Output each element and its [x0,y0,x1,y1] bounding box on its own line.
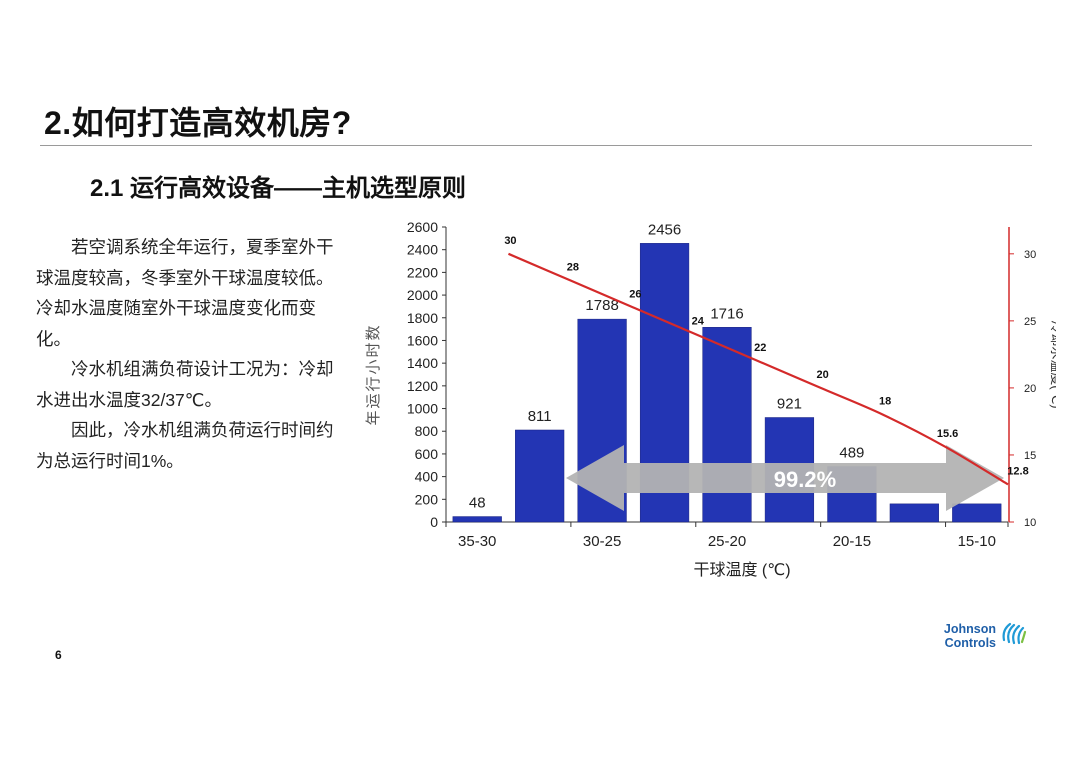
page-number: 6 [55,648,62,662]
bar-value-label: 1788 [585,297,618,314]
y-tick-label: 2000 [407,287,438,303]
y2-axis-title: 冷却水温度(℃) [1049,320,1056,408]
y-tick-label: 600 [415,446,439,462]
temperature-label: 15.6 [937,428,958,440]
bar-value-label: 489 [839,445,864,462]
y-tick-label: 800 [415,423,439,439]
temperature-label: 30 [504,235,516,247]
x-tick-label: 20-15 [833,533,871,550]
x-tick-label: 15-10 [958,533,996,550]
logo-line-2: Controls [944,636,996,650]
double-arrow [566,445,1004,511]
y-tick-label: 1800 [407,310,438,326]
y2-tick-label: 15 [1024,450,1036,462]
arrow-label: 99.2% [774,467,836,492]
logo-mark-icon [1002,622,1027,645]
temperature-label: 20 [817,369,829,381]
y-tick-label: 0 [430,514,438,530]
johnson-controls-logo: Johnson Controls [928,618,1032,662]
y-tick-label: 2400 [407,242,438,258]
title-divider [40,145,1032,146]
bar [952,503,1002,523]
bar-value-label: 1716 [710,305,743,322]
y-tick-label: 2200 [407,264,438,280]
body-text: 若空调系统全年运行，夏季室外干球温度较高，冬季室外干球温度较低。冷却水温度随室外… [36,232,346,476]
y-tick-label: 1400 [407,355,438,371]
bar-value-label: 48 [469,495,486,512]
x-axis-title: 干球温度 (℃) [693,561,790,579]
y-tick-label: 1200 [407,378,438,394]
slide-subtitle: 2.1 运行高效设备——主机选型原则 [90,175,467,202]
temperature-label: 12.8 [1007,465,1028,477]
logo-text: Johnson Controls [928,622,996,650]
temperature-label: 28 [567,262,579,274]
chart: 0 200 400 600 800 1000 1200 1400 1600 1800 2000 220… [365,219,1056,579]
y2-tick-label: 25 [1024,316,1036,328]
bar [889,503,939,523]
y-tick-label: 1600 [407,332,438,348]
temperature-label: 18 [879,396,891,408]
logo-line-1: Johnson [943,622,996,636]
y2-tick-label: 10 [1024,517,1036,529]
y2-tick-label: 20 [1024,383,1036,395]
y-tick-label: 1000 [407,401,438,417]
slide-title: 2.如何打造高效机房? [44,105,352,141]
paragraph-3: 因此，冷水机组满负荷运行时间约为总运行时间1%。 [36,420,334,471]
bar-value-label: 921 [777,396,802,413]
y-tick-label: 2600 [407,219,438,235]
bar-value-label: 811 [528,408,552,425]
y-tick-label: 400 [415,469,439,485]
paragraph-1: 若空调系统全年运行，夏季室外干球温度较高，冬季室外干球温度较低。冷却水温度随室外… [36,237,334,349]
x-tick-label: 35-30 [458,533,496,550]
x-tick-label: 25-20 [708,533,746,550]
y-axis-title: 年运行小时数 [365,323,382,425]
temperature-label: 22 [754,342,766,354]
x-tick-label: 30-25 [583,533,621,550]
temperature-label: 24 [692,315,705,327]
temperature-line [508,252,1009,486]
bar [452,516,502,523]
bar-value-label: 2456 [648,221,681,238]
bar [515,429,565,523]
paragraph-2: 冷水机组满负荷设计工况为：冷却水进出水温度32/37℃。 [36,359,334,410]
y2-tick-label: 30 [1024,249,1036,261]
temperature-label: 26 [629,288,641,300]
y-tick-label: 200 [415,491,439,507]
